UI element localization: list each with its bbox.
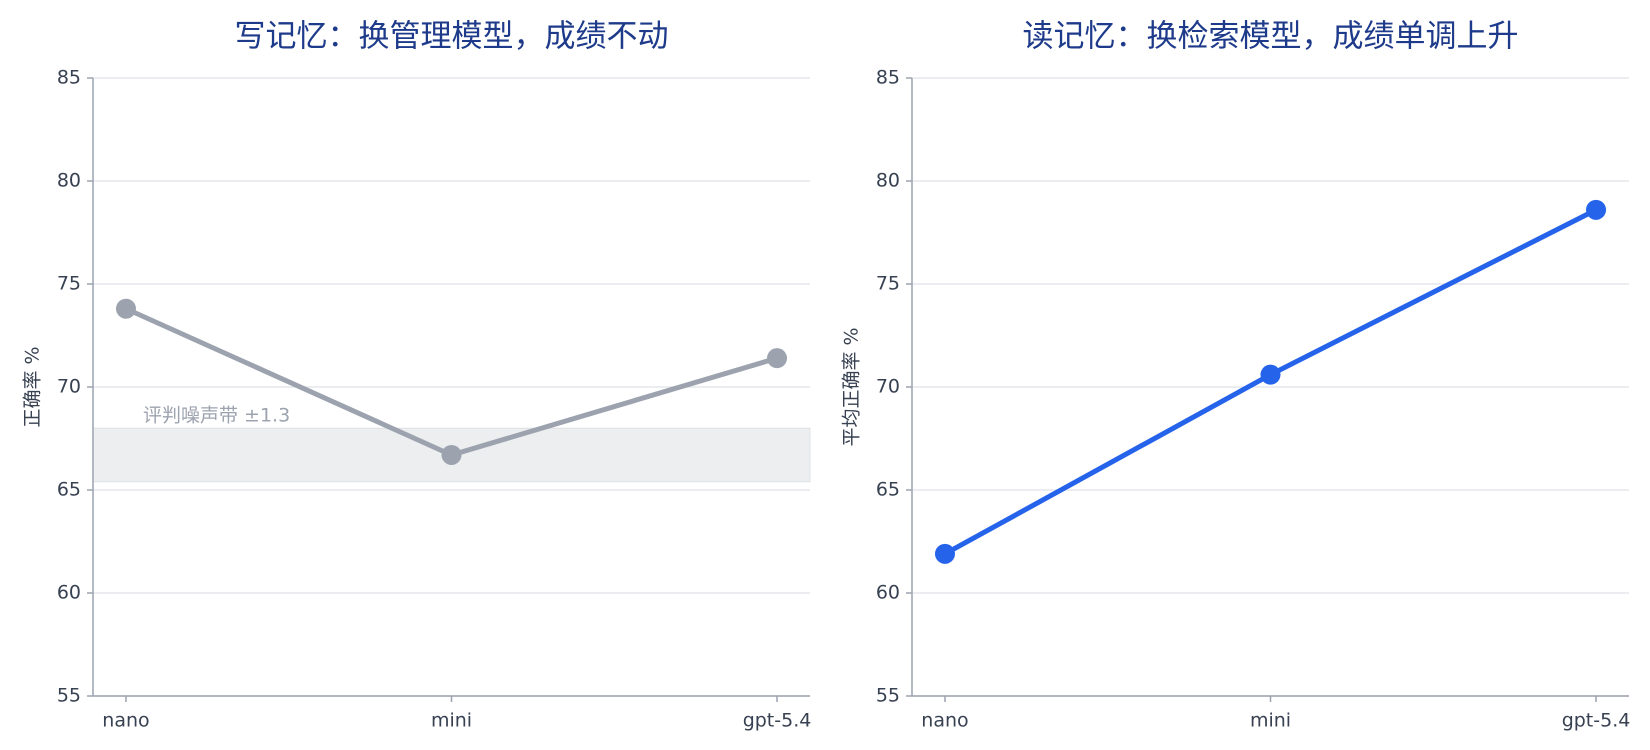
y-tick-label: 75 (876, 273, 900, 295)
y-tick-label: 75 (57, 273, 81, 295)
x-tick-label: nano (921, 710, 968, 732)
y-tick-label: 85 (876, 67, 900, 89)
point (441, 444, 462, 465)
y-tick-label: 60 (876, 582, 900, 604)
x-tick-label: gpt-5.4 (743, 710, 812, 732)
point (767, 348, 788, 369)
chart-title: 读记忆：换检索模型，成绩单调上升 (1023, 19, 1519, 55)
y-tick-label: 80 (876, 170, 900, 192)
chart-title: 写记忆：换管理模型，成绩不动 (235, 19, 669, 55)
x-tick-label: nano (102, 710, 149, 732)
y-tick-label: 60 (57, 582, 81, 604)
y-tick-label: 85 (57, 67, 81, 89)
y-tick-label: 55 (57, 685, 81, 707)
x-tick-label: gpt-5.4 (1562, 710, 1631, 732)
y-axis-label: 正确率 % (22, 346, 44, 427)
point (115, 298, 136, 319)
y-tick-label: 70 (876, 376, 900, 398)
point (1586, 199, 1607, 220)
y-tick-label: 55 (876, 685, 900, 707)
y-tick-label: 65 (876, 479, 900, 501)
y-axis-label: 平均正确率 % (841, 327, 863, 446)
y-tick-label: 80 (57, 170, 81, 192)
x-tick-label: mini (431, 710, 472, 732)
band-label: 评判噪声带 ±1.3 (143, 405, 290, 427)
point (934, 543, 955, 564)
x-tick-label: mini (1250, 710, 1291, 732)
y-tick-label: 70 (57, 376, 81, 398)
y-tick-label: 65 (57, 479, 81, 501)
point (1260, 364, 1281, 385)
